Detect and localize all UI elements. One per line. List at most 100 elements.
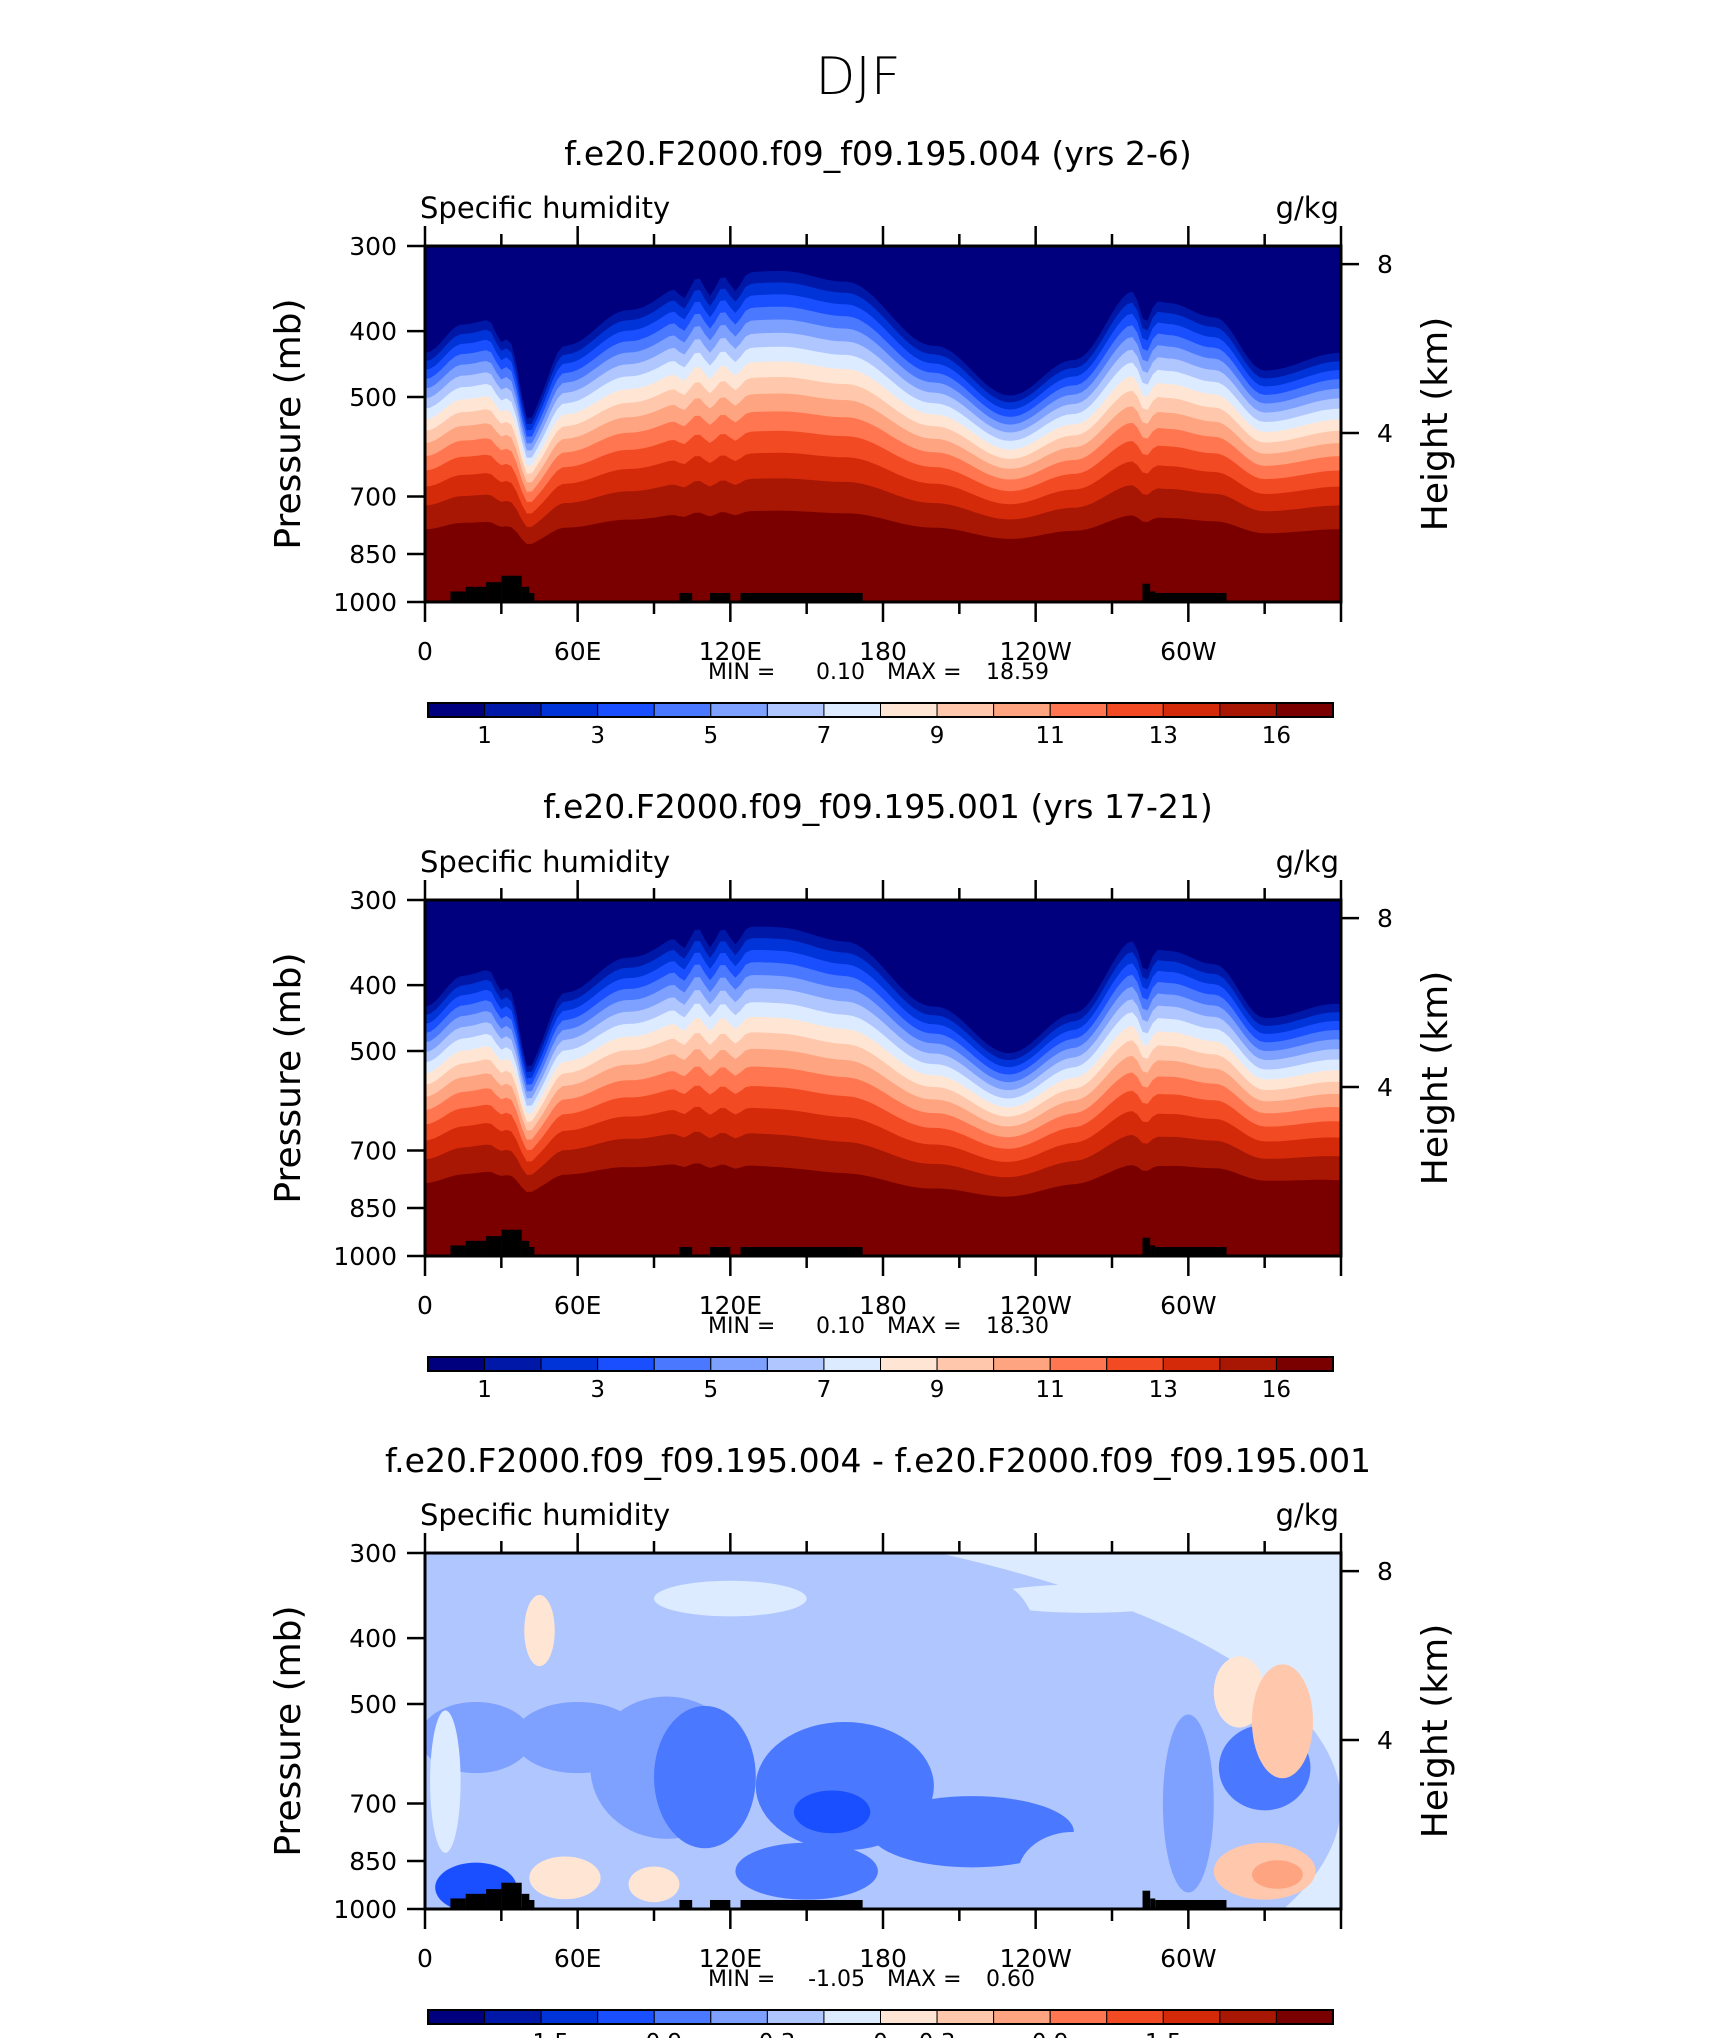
orography-block xyxy=(709,592,731,602)
colorbar-box xyxy=(653,702,712,718)
colorbar-label: 7 xyxy=(817,1377,832,1403)
orography-block xyxy=(450,1245,466,1256)
orography-block xyxy=(1155,1899,1227,1909)
x-tick-label: 120E xyxy=(699,637,763,666)
orography-block xyxy=(521,1893,530,1909)
orography-block xyxy=(1150,1898,1156,1909)
colorbar-label: −1.5 xyxy=(513,2030,569,2038)
y-tick-label: 400 xyxy=(349,1624,397,1653)
colorbar-label: 0.3 xyxy=(919,2030,956,2038)
orography-block xyxy=(521,1240,530,1256)
y-right-tick-label: 8 xyxy=(1377,250,1393,279)
colorbar-box xyxy=(880,702,938,718)
orography xyxy=(450,1882,1227,1909)
colorbar-box xyxy=(880,1356,938,1372)
max-label: MAX = xyxy=(887,1314,962,1339)
colorbar-box xyxy=(823,1356,881,1372)
colorbar-label: 3 xyxy=(590,723,605,749)
orography-block xyxy=(740,1899,863,1909)
orography-block xyxy=(1155,1246,1227,1256)
colorbar-box xyxy=(1049,702,1108,718)
x-tick-label: 60W xyxy=(1160,1944,1217,1973)
colorbar-label: 5 xyxy=(703,1377,718,1403)
panel-2: f.e20.F2000.f09_f09.195.001 (yrs 17-21) S… xyxy=(268,787,1456,1403)
y-right-tick-label: 8 xyxy=(1377,904,1393,933)
colorbar-box xyxy=(823,2009,881,2025)
field-contours xyxy=(425,1553,1341,1909)
colorbar-box xyxy=(484,702,542,718)
colorbar-label: 1 xyxy=(477,1377,492,1403)
colorbar-label: 9 xyxy=(930,723,945,749)
min-label: MIN = xyxy=(708,1314,775,1339)
y-axis-label: Pressure (mb) xyxy=(268,952,309,1203)
contour-blob xyxy=(514,1701,642,1774)
orography-block xyxy=(486,1889,502,1909)
y-tick-label: 850 xyxy=(349,540,397,569)
colorbar-box xyxy=(766,702,825,718)
colorbar-label: 9 xyxy=(930,1377,945,1403)
colorbar-box xyxy=(540,1356,599,1372)
contour-blob xyxy=(524,1594,555,1667)
orography-block xyxy=(526,1899,535,1909)
orography-block xyxy=(1142,583,1151,602)
units-label: g/kg xyxy=(1276,845,1339,879)
x-tick-label: 0 xyxy=(417,637,433,666)
max-value: 18.59 xyxy=(986,660,1049,685)
y-right-axis-label: Height (km) xyxy=(1415,317,1456,531)
left-string: Specific humidity xyxy=(420,845,670,879)
y-tick-label: 500 xyxy=(349,1690,397,1719)
colorbar-box xyxy=(540,2009,599,2025)
y-tick-label: 400 xyxy=(349,971,397,1000)
x-tick-label: 180 xyxy=(859,637,907,666)
x-tick-label: 180 xyxy=(859,1944,907,1973)
colorbar-box xyxy=(653,2009,712,2025)
colorbar-box xyxy=(823,702,881,718)
orography xyxy=(450,1229,1227,1256)
orography-block xyxy=(709,1899,731,1909)
y-right-tick-label: 8 xyxy=(1377,1557,1393,1586)
colorbar-label: 0.9 xyxy=(1032,2030,1069,2038)
orography-block xyxy=(501,575,522,602)
orography-block xyxy=(1155,592,1227,602)
colorbar-box xyxy=(1049,1356,1108,1372)
colorbar-box xyxy=(1275,702,1334,718)
orography-block xyxy=(526,592,535,602)
figure-title: DJF xyxy=(815,47,900,107)
y-tick-label: 300 xyxy=(349,232,397,261)
orography-block xyxy=(501,1882,522,1909)
y-tick-label: 1000 xyxy=(333,588,397,617)
orography-block xyxy=(679,1246,693,1256)
y-right-axis-label: Height (km) xyxy=(1415,1624,1456,1838)
colorbar-box xyxy=(1162,1356,1221,1372)
colorbar-box xyxy=(597,702,655,718)
orography-block xyxy=(526,1246,535,1256)
colorbar-box xyxy=(936,702,995,718)
max-value: 18.30 xyxy=(986,1314,1049,1339)
colorbar-box xyxy=(1219,1356,1277,1372)
y-tick-label: 700 xyxy=(349,483,397,512)
colorbar: 1 3 5 7 9 11 13 16 xyxy=(427,702,1334,749)
colorbar-box xyxy=(484,2009,542,2025)
colorbar-box xyxy=(1162,702,1221,718)
colorbar-box xyxy=(710,2009,768,2025)
orography-block xyxy=(450,1898,466,1909)
field-contours xyxy=(425,900,1341,1256)
orography-block xyxy=(521,586,530,602)
y-axis-label: Pressure (mb) xyxy=(268,298,309,549)
x-tick-label: 120E xyxy=(699,1291,763,1320)
min-label: MIN = xyxy=(708,1967,775,1992)
y-axis-label: Pressure (mb) xyxy=(268,1605,309,1856)
contour-blob xyxy=(984,1584,1189,1613)
colorbar-box xyxy=(710,1356,768,1372)
colorbar-box xyxy=(993,2009,1051,2025)
colorbar-box xyxy=(766,1356,825,1372)
colorbar-label: 3 xyxy=(590,1377,605,1403)
contour-blob xyxy=(430,1710,461,1853)
orography-block xyxy=(465,1893,487,1909)
orography-block xyxy=(679,1899,693,1909)
orography-block xyxy=(1142,1890,1151,1909)
orography xyxy=(450,575,1227,602)
colorbar-box xyxy=(653,1356,712,1372)
colorbar-box xyxy=(1275,1356,1334,1372)
colorbar-frame xyxy=(427,702,1334,718)
